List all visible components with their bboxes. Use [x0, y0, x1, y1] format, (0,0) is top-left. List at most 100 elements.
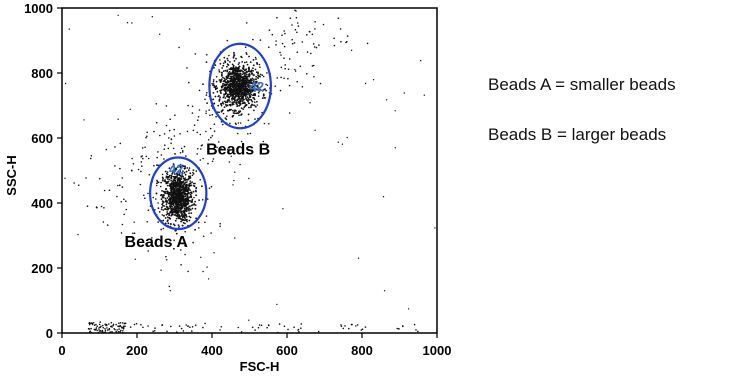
event-dot — [89, 331, 91, 333]
event-dot — [114, 165, 116, 167]
event-dot — [233, 101, 236, 103]
event-dot — [191, 201, 193, 204]
event-dot — [211, 160, 214, 163]
event-dot — [235, 85, 238, 88]
event-dot — [168, 167, 171, 170]
event-dot — [168, 212, 170, 215]
event-dot — [155, 198, 157, 200]
event-dot — [243, 91, 246, 94]
event-dot — [244, 77, 247, 80]
event-dot — [165, 182, 167, 185]
event-dot — [226, 115, 228, 117]
event-dot — [113, 328, 115, 330]
event-dot — [312, 43, 315, 45]
event-dot — [251, 87, 254, 89]
event-dot — [214, 95, 217, 98]
event-dot — [122, 327, 125, 329]
event-dot — [166, 330, 168, 333]
event-dot — [213, 252, 215, 254]
event-dot — [248, 319, 250, 321]
event-dot — [237, 132, 239, 135]
event-dot — [181, 205, 184, 208]
event-dot — [232, 184, 234, 186]
event-dot — [133, 323, 136, 326]
event-dot — [215, 76, 218, 78]
event-dot — [178, 197, 180, 200]
event-dot — [223, 56, 226, 59]
event-dot — [227, 72, 230, 75]
event-dot — [239, 72, 241, 75]
event-dot — [98, 323, 101, 326]
event-dot — [205, 112, 207, 115]
event-dot — [174, 175, 177, 178]
event-dot — [189, 189, 191, 192]
event-dot — [108, 323, 110, 325]
event-dot — [222, 70, 225, 72]
event-dot — [224, 69, 227, 72]
event-dot — [196, 131, 198, 134]
event-dot — [168, 200, 171, 202]
event-dot — [176, 209, 179, 212]
gate-ellipse — [149, 156, 208, 231]
x-tick-label: 0 — [58, 343, 65, 358]
event-dot — [171, 183, 174, 186]
event-dot — [258, 63, 261, 66]
event-dot — [189, 182, 192, 185]
event-dot — [189, 172, 192, 175]
event-dot — [184, 222, 186, 225]
event-dot — [140, 324, 142, 326]
event-dot — [187, 104, 189, 107]
event-dot — [229, 101, 231, 103]
event-dot — [237, 326, 240, 329]
event-dot — [176, 182, 179, 185]
event-dot — [175, 186, 177, 189]
event-dot — [165, 175, 168, 177]
event-dot — [179, 163, 182, 166]
event-dot — [341, 143, 344, 145]
event-dot — [199, 133, 202, 136]
event-dot — [179, 185, 181, 188]
event-dot — [276, 77, 279, 79]
event-dot — [174, 205, 177, 208]
event-dot — [183, 145, 186, 148]
event-dot — [355, 325, 357, 327]
event-dot — [184, 173, 187, 176]
event-dot — [176, 166, 179, 169]
event-dot — [238, 104, 241, 107]
event-dot — [111, 326, 113, 328]
event-dot — [253, 78, 255, 81]
event-dot — [108, 328, 111, 331]
event-dot — [177, 199, 180, 202]
event-dot — [254, 101, 256, 103]
event-dot — [197, 148, 199, 150]
event-dot — [105, 148, 108, 151]
event-dot — [180, 183, 183, 185]
event-dot — [420, 59, 422, 62]
event-dot — [234, 237, 236, 239]
event-dot — [153, 130, 155, 133]
x-tick-label: 800 — [351, 343, 373, 358]
event-dot — [183, 206, 186, 208]
event-dot — [237, 89, 240, 92]
event-dot — [179, 182, 182, 185]
event-dot — [223, 84, 226, 87]
event-dot — [206, 266, 208, 268]
event-dot — [226, 94, 229, 97]
event-dot — [257, 91, 260, 94]
event-dot — [256, 100, 258, 103]
event-dot — [259, 39, 262, 41]
event-dot — [156, 179, 158, 182]
event-dot — [174, 194, 177, 196]
event-dot — [211, 113, 214, 116]
event-dot — [182, 197, 185, 200]
event-dot — [230, 89, 233, 92]
event-dot — [239, 110, 242, 112]
event-dot — [319, 82, 322, 85]
event-dot — [250, 73, 253, 75]
event-dot — [228, 104, 231, 106]
event-dot — [296, 31, 298, 34]
event-dot — [182, 330, 185, 332]
event-dot — [146, 135, 148, 138]
event-dot — [296, 80, 299, 83]
event-dot — [172, 203, 175, 205]
